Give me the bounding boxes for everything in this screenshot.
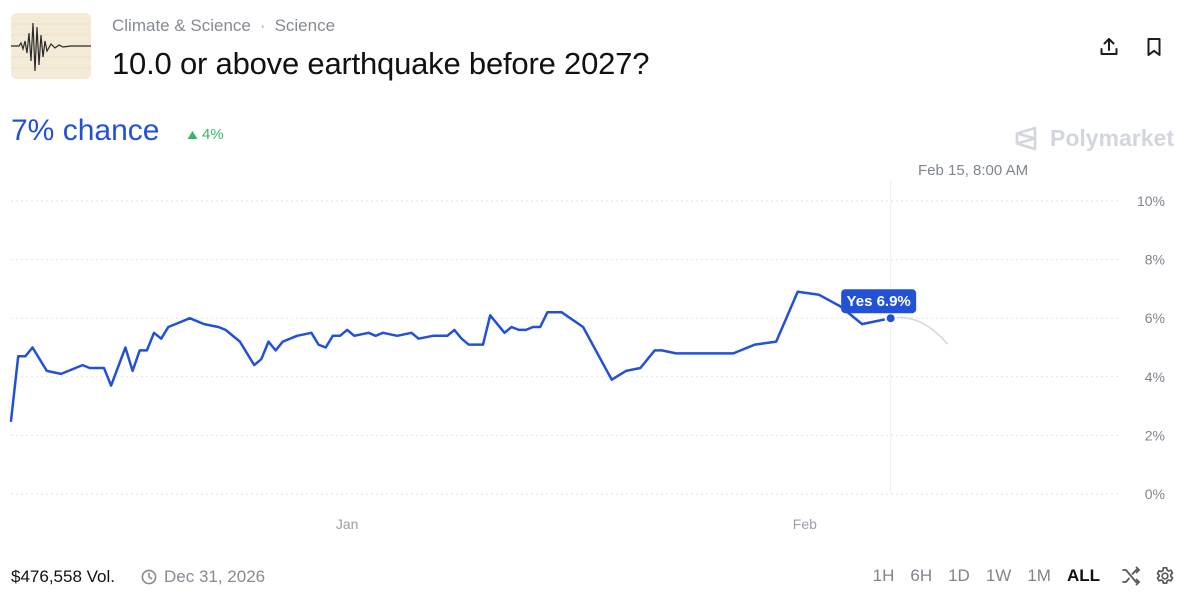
range-1h[interactable]: 1H: [872, 566, 895, 585]
brand-name: Polymarket: [1049, 125, 1174, 151]
end-date-text: Dec 31, 2026: [163, 567, 266, 586]
y-tick-label: 6%: [1145, 310, 1165, 326]
bookmark-button[interactable]: [1141, 34, 1167, 60]
triangle-up-icon: [187, 130, 198, 139]
shuffle-button[interactable]: [1120, 565, 1142, 587]
settings-button[interactable]: [1154, 565, 1176, 587]
price-chart[interactable]: 0% 2% 4% 6% 8% 10% Jan Feb Yes 6.9%: [0, 180, 1200, 545]
x-tick-label: Jan: [336, 516, 359, 532]
hover-date: Feb 15, 8:00 AM: [918, 162, 1029, 179]
y-tick-label: 10%: [1137, 193, 1165, 209]
volume-text: $476,558 Vol.: [11, 567, 115, 586]
breadcrumb-separator: ·: [259, 16, 266, 35]
bookmark-icon: [1147, 38, 1161, 56]
share-icon: [1100, 38, 1118, 55]
hover-tooltip-text: Yes 6.9%: [847, 293, 911, 310]
breadcrumb: Climate & Science · Science: [112, 16, 335, 36]
polymarket-brand: Polymarket: [1013, 125, 1174, 152]
y-tick-label: 4%: [1145, 369, 1165, 385]
range-6h[interactable]: 6H: [910, 566, 933, 585]
y-tick-label: 2%: [1145, 427, 1165, 443]
category-link[interactable]: Climate & Science: [112, 16, 251, 35]
y-tick-label: 0%: [1145, 486, 1165, 502]
share-button[interactable]: [1096, 34, 1122, 60]
hover-point: [884, 312, 897, 325]
forecast-fade: [890, 316, 949, 345]
market-footer: $476,558 Vol. Dec 31, 2026: [11, 567, 265, 587]
chance-delta-value: 4%: [202, 126, 224, 143]
polymarket-logo-icon: [1015, 126, 1037, 151]
y-tick-label: 8%: [1145, 252, 1165, 268]
market-thumbnail: [11, 13, 91, 79]
range-all[interactable]: ALL: [1066, 566, 1100, 585]
shuffle-icon: [1122, 566, 1140, 586]
range-1m[interactable]: 1M: [1027, 566, 1051, 585]
subcategory-link[interactable]: Science: [274, 16, 336, 35]
end-date: Dec 31, 2026: [141, 567, 265, 587]
hover-tooltip: Yes 6.9%: [841, 289, 917, 314]
market-title: 10.0 or above earthquake before 2027?: [112, 46, 650, 81]
series-yes-line: [9, 290, 892, 423]
clock-icon: [141, 569, 157, 585]
gear-icon: [1156, 566, 1174, 585]
x-tick-label: Feb: [793, 516, 817, 532]
time-range-selector: 1H 6H 1D 1W 1M ALL: [865, 565, 1176, 587]
range-1d[interactable]: 1D: [948, 566, 970, 585]
range-1w[interactable]: 1W: [985, 566, 1012, 585]
chance-value: 7% chance: [11, 114, 160, 147]
chance-delta: 4%: [187, 126, 224, 143]
